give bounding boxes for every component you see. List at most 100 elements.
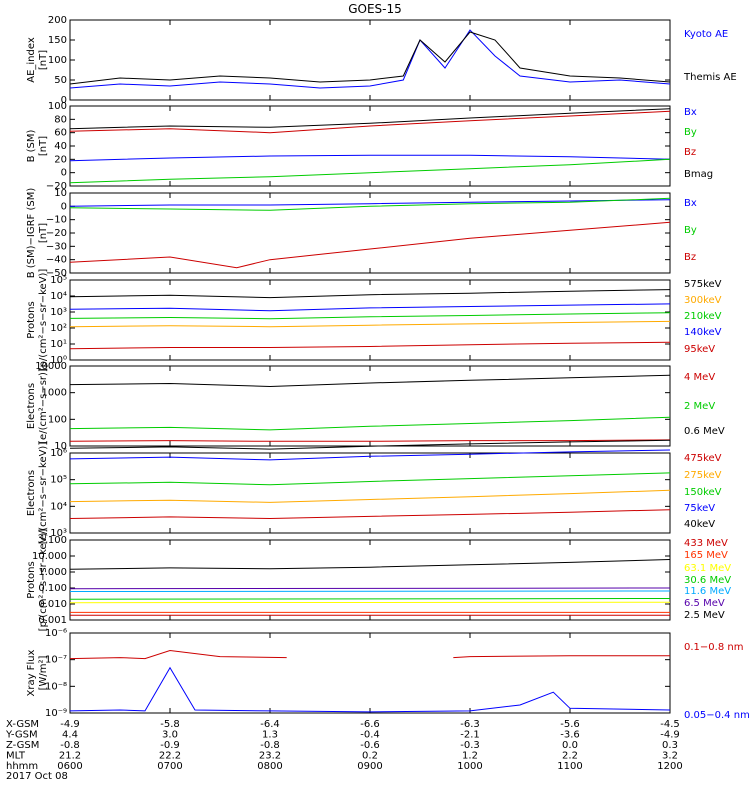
footer-value: 3.2 bbox=[662, 751, 678, 762]
y-tick-label: 10⁵ bbox=[50, 475, 67, 486]
footer-value: -5.6 bbox=[560, 719, 580, 730]
y-tick-label: 10 bbox=[54, 188, 67, 199]
footer-value: -4.9 bbox=[60, 719, 80, 730]
y-tick-label: 10³ bbox=[50, 528, 67, 539]
panel-4: 10⁰ 10¹ 10² 10³ 10⁴ 10⁵Protons[p/(cm²−s−sr−ke… bbox=[26, 269, 722, 372]
y-tick-label: 1.000 bbox=[38, 567, 67, 578]
legend-label: 575keV bbox=[684, 279, 722, 290]
legend-label: 433 MeV bbox=[684, 538, 728, 549]
y-tick-label: 20 bbox=[54, 154, 67, 165]
series-line-30-6-mev bbox=[69, 598, 671, 600]
panel-2: −20 0 20 40 60 80 100 B (SM)[nT] Bx By Bz Bmag bbox=[26, 101, 713, 192]
legend-label: Bz bbox=[684, 147, 696, 158]
y-tick-label: 10⁶ bbox=[50, 448, 67, 459]
y-axis-label: Protons[p/(cm²−s−sr−keV)] bbox=[26, 529, 49, 632]
y-tick-label: 80 bbox=[54, 114, 67, 125]
y-tick-label: 10⁵ bbox=[50, 275, 67, 286]
series-line-475kev bbox=[69, 509, 671, 520]
orbit-footer: X-GSM -4.9 -5.8 -6.4 -6.6 -6.3 -5.6 -4.5 Y-GSM 4.… bbox=[5, 719, 683, 782]
legend-label: 0.6 MeV bbox=[684, 426, 725, 437]
y-tick-label: −10 bbox=[46, 215, 67, 226]
footer-value: 0900 bbox=[357, 761, 382, 772]
footer-value: 1200 bbox=[657, 761, 682, 772]
legend-label: 165 MeV bbox=[684, 550, 728, 561]
legend-label: 0.1−0.8 nm bbox=[684, 642, 743, 653]
footer-value: 0600 bbox=[57, 761, 82, 772]
series-line-40kev bbox=[69, 439, 671, 450]
footer-row-label: hhmm bbox=[6, 761, 38, 772]
footer-value: 0700 bbox=[157, 761, 182, 772]
footer-value: -4.9 bbox=[660, 730, 680, 741]
footer-value: -0.6 bbox=[360, 740, 380, 751]
legend-label: 300keV bbox=[684, 295, 722, 306]
y-tick-label: 200 bbox=[48, 15, 67, 26]
y-axis-label: B (SM)[nT] bbox=[26, 129, 49, 162]
footer-value: -0.8 bbox=[260, 740, 280, 751]
chart-title: GOES-15 bbox=[348, 2, 402, 16]
y-tick-label: 10⁴ bbox=[50, 501, 67, 512]
series-line-575kev bbox=[69, 289, 671, 299]
y-tick-label: 0 bbox=[61, 168, 67, 179]
y-axis-label: AE_index[nT] bbox=[26, 37, 49, 83]
panel-frame bbox=[69, 632, 671, 714]
y-tick-label: 150 bbox=[48, 35, 67, 46]
panel-7: 0.001 0.010 0.100 1.000 10.000 100Protons[p/(… bbox=[26, 529, 731, 632]
series-line-63-1-mev bbox=[69, 601, 671, 604]
panel-8: 10⁻⁹ 10⁻⁸ 10⁻⁷ 10⁻⁶ Xray Flux[W/m²] 0.1−0.8 n… bbox=[26, 628, 750, 721]
y-tick-label: −40 bbox=[46, 255, 67, 266]
series-line-150kev bbox=[69, 472, 671, 486]
y-tick-label: 10⁴ bbox=[50, 291, 67, 302]
y-tick-label: 0.010 bbox=[38, 599, 67, 610]
series-line-bz bbox=[69, 221, 671, 269]
y-tick-label: 10³ bbox=[50, 307, 67, 318]
series-line-by bbox=[69, 197, 671, 211]
legend-label: 75keV bbox=[684, 503, 715, 514]
footer-value: 1.2 bbox=[462, 751, 478, 762]
footer-value: 3.0 bbox=[162, 730, 178, 741]
series-line-2-mev bbox=[69, 416, 671, 431]
panel-frame bbox=[69, 19, 671, 101]
footer-value: -6.3 bbox=[460, 719, 480, 730]
series-line-0-05-0-4-nm bbox=[69, 666, 671, 713]
y-tick-label: 100 bbox=[48, 414, 67, 425]
y-tick-label: 10¹ bbox=[50, 339, 67, 350]
y-tick-label: 0 bbox=[61, 201, 67, 212]
footer-value: -0.8 bbox=[60, 740, 80, 751]
y-tick-label: 0 bbox=[61, 95, 67, 106]
y-tick-label: −20 bbox=[46, 228, 67, 239]
y-tick-label: 100 bbox=[48, 55, 67, 66]
y-axis-label: Electrons[e/(cm²−s−sr−keV)] bbox=[26, 442, 49, 545]
footer-value: -2.1 bbox=[460, 730, 480, 741]
y-tick-label: 100 bbox=[48, 101, 67, 112]
y-axis-label: B (SM)−IGRF (SM)[nT] bbox=[26, 188, 49, 279]
y-axis-label: Xray Flux[W/m²] bbox=[26, 649, 49, 696]
y-tick-label: 10⁻⁶ bbox=[45, 628, 67, 639]
footer-value: 1000 bbox=[457, 761, 482, 772]
legend-label: 275keV bbox=[684, 470, 722, 481]
footer-value: 2.2 bbox=[562, 751, 578, 762]
panel-1: 0 50 100 150 200 AE_index[nT] Kyoto AE Themis A… bbox=[26, 15, 737, 106]
series-line-75kev bbox=[69, 449, 671, 461]
legend-label: 4 MeV bbox=[684, 372, 715, 383]
footer-value: 0800 bbox=[257, 761, 282, 772]
footer-value: -3.6 bbox=[560, 730, 580, 741]
legend-label: Bmag bbox=[684, 169, 713, 180]
series-line-0-6-mev bbox=[69, 374, 671, 388]
footer-row-label: MLT bbox=[6, 751, 26, 762]
y-tick-label: 10⁻⁹ bbox=[45, 708, 67, 719]
y-tick-label: 0.001 bbox=[38, 615, 67, 626]
series-line-bz bbox=[69, 110, 671, 134]
series-line-0-1-0-8-nm bbox=[69, 649, 670, 660]
footer-value: 22.2 bbox=[159, 751, 181, 762]
legend-label: Bx bbox=[684, 198, 697, 209]
panel-frame bbox=[69, 539, 671, 621]
footer-row-label: X-GSM bbox=[6, 719, 39, 730]
y-tick-label: 10 bbox=[54, 441, 67, 452]
series-line-275kev bbox=[69, 489, 671, 503]
panel-3: −50 −40 −30 −20 −10 0 10 B (SM)−IGRF (SM)[nT] Bx… bbox=[26, 188, 697, 279]
footer-value: 1100 bbox=[557, 761, 582, 772]
panel-frame bbox=[69, 105, 671, 187]
series-line-95kev bbox=[69, 341, 671, 350]
